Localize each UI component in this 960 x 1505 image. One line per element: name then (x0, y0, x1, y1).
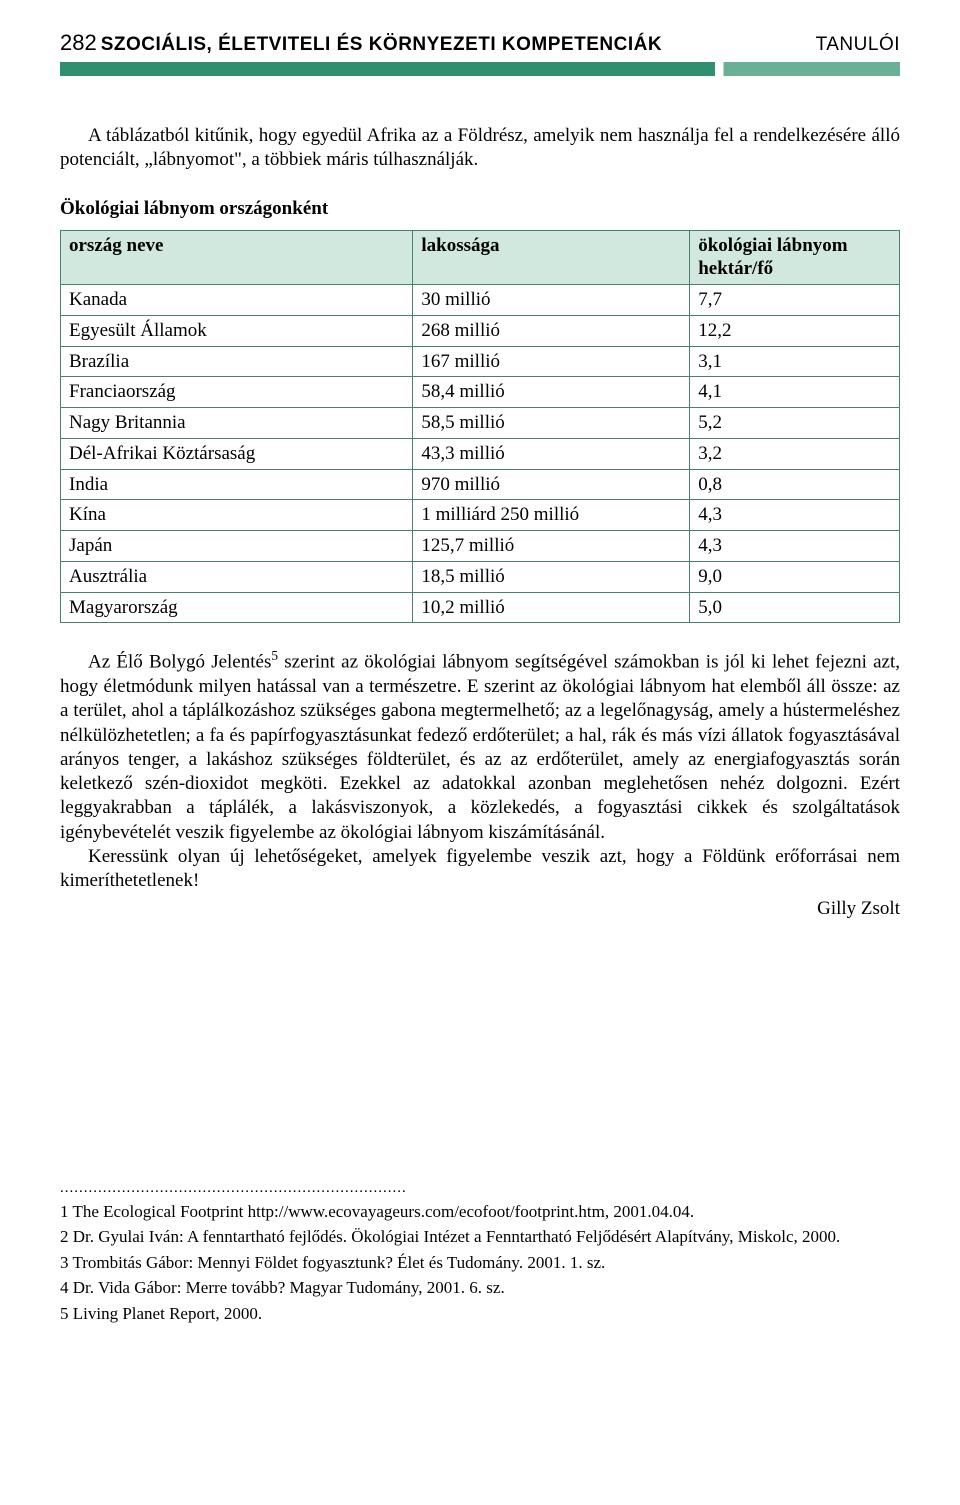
body-paragraph-1: Az Élő Bolygó Jelentés5 szerint az ökoló… (60, 647, 900, 845)
table-cell: Nagy Britannia (61, 408, 413, 439)
table-cell: 3,2 (690, 438, 900, 469)
table-cell: 125,7 millió (413, 531, 690, 562)
table-cell: Dél-Afrikai Köztársaság (61, 438, 413, 469)
table-cell: 18,5 millió (413, 561, 690, 592)
table-cell: Ausztrália (61, 561, 413, 592)
footnote-separator: ........................................… (60, 1180, 900, 1197)
footnote-line: 1 The Ecological Footprint http://www.ec… (60, 1199, 900, 1225)
footprint-table: ország neve lakossága ökológiai lábnyomh… (60, 230, 900, 624)
table-cell: 0,8 (690, 469, 900, 500)
table-cell: 4,3 (690, 531, 900, 562)
table-cell: 12,2 (690, 315, 900, 346)
table-cell: Franciaország (61, 377, 413, 408)
table-cell: 5,2 (690, 408, 900, 439)
table-title: Ökológiai lábnyom országonként (60, 198, 900, 220)
table-row: Ausztrália18,5 millió9,0 (61, 561, 900, 592)
table-row: Egyesült Államok268 millió12,2 (61, 315, 900, 346)
table-row: Brazília167 millió3,1 (61, 346, 900, 377)
table-cell: Brazília (61, 346, 413, 377)
table-cell: 268 millió (413, 315, 690, 346)
table-cell: 10,2 millió (413, 592, 690, 623)
table-row: India970 millió0,8 (61, 469, 900, 500)
table-row: Magyarország10,2 millió5,0 (61, 592, 900, 623)
table-cell: 5,0 (690, 592, 900, 623)
table-row: Japán125,7 millió4,3 (61, 531, 900, 562)
table-header-country: ország neve (61, 230, 413, 285)
author-signature: Gilly Zsolt (60, 898, 900, 920)
table-row: Nagy Britannia58,5 millió5,2 (61, 408, 900, 439)
table-row: Kanada30 millió7,7 (61, 285, 900, 316)
table-cell: 1 milliárd 250 millió (413, 500, 690, 531)
table-cell: 7,7 (690, 285, 900, 316)
header-title: SZOCIÁLIS, ÉLETVITELI ÉS KÖRNYEZETI KOMP… (101, 34, 662, 55)
table-row: Kína1 milliárd 250 millió4,3 (61, 500, 900, 531)
footnote-line: 2 Dr. Gyulai Iván: A fenntartható fejlőd… (60, 1224, 900, 1250)
table-row: Franciaország58,4 millió4,1 (61, 377, 900, 408)
intro-paragraph: A táblázatból kitűnik, hogy egyedül Afri… (60, 124, 900, 172)
table-cell: Magyarország (61, 592, 413, 623)
table-cell: 970 millió (413, 469, 690, 500)
table-cell: Japán (61, 531, 413, 562)
footnote-line: 5 Living Planet Report, 2000. (60, 1301, 900, 1327)
table-cell: 43,3 millió (413, 438, 690, 469)
table-cell: Egyesült Államok (61, 315, 413, 346)
table-cell: 58,4 millió (413, 377, 690, 408)
table-cell: 3,1 (690, 346, 900, 377)
table-cell: Kína (61, 500, 413, 531)
table-cell: 58,5 millió (413, 408, 690, 439)
table-cell: 167 millió (413, 346, 690, 377)
header-color-bar (60, 62, 900, 76)
table-cell: 4,3 (690, 500, 900, 531)
body-paragraph-2: Keressünk olyan új lehetőségeket, amelye… (60, 845, 900, 894)
table-header-row: ország neve lakossága ökológiai lábnyomh… (61, 230, 900, 285)
footnote-line: 3 Trombitás Gábor: Mennyi Földet fogyasz… (60, 1250, 900, 1276)
table-cell: Kanada (61, 285, 413, 316)
page-number: 282 (60, 30, 97, 55)
page-header: 282 SZOCIÁLIS, ÉLETVITELI ÉS KÖRNYEZETI … (60, 30, 900, 56)
header-right-label: TANULÓI (816, 34, 900, 56)
table-cell: 9,0 (690, 561, 900, 592)
table-cell: India (61, 469, 413, 500)
table-row: Dél-Afrikai Köztársaság43,3 millió3,2 (61, 438, 900, 469)
table-cell: 30 millió (413, 285, 690, 316)
table-header-population: lakossága (413, 230, 690, 285)
table-header-footprint: ökológiai lábnyomhektár/fő (690, 230, 900, 285)
footnote-line: 4 Dr. Vida Gábor: Merre tovább? Magyar T… (60, 1275, 900, 1301)
table-cell: 4,1 (690, 377, 900, 408)
footnotes: 1 The Ecological Footprint http://www.ec… (60, 1199, 900, 1327)
